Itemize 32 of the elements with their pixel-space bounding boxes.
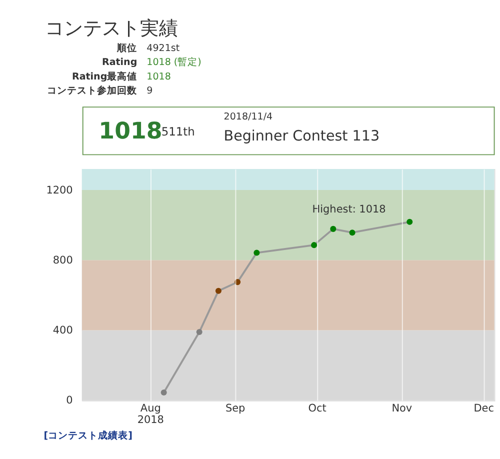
text: コンテスト参加回数: [47, 84, 138, 97]
x-tick-label: Oct: [308, 402, 326, 414]
point: [406, 218, 413, 225]
chart-title: コンテスト実績: [44, 18, 178, 40]
annotation: Highest: 1018: [312, 203, 386, 216]
point: [349, 230, 356, 236]
point: [196, 329, 202, 336]
text: 511th: [161, 124, 195, 139]
text: [コンテスト成績表]: [44, 430, 133, 442]
x-tick-label: Sep: [225, 402, 246, 414]
y-tick-label: 400: [52, 324, 73, 337]
point: [215, 288, 222, 294]
text: 9: [146, 86, 153, 97]
point: [160, 390, 167, 396]
text: Beginner Contest 113: [224, 128, 380, 144]
point: [330, 226, 336, 232]
x-tick-label: Aug 2018: [137, 402, 164, 426]
text: 1018: [146, 71, 171, 82]
text: 1018: [98, 118, 162, 144]
point: [311, 242, 318, 248]
text: 1018 (暫定): [146, 56, 202, 68]
y-tick-label: 800: [52, 254, 73, 266]
x-tick-label: Nov: [392, 402, 412, 414]
y-tick-label: 0: [66, 394, 73, 407]
text: 2018/11/4: [224, 111, 273, 122]
point: [254, 250, 260, 256]
y-tick-label: 1200: [46, 184, 73, 196]
text: Rating: [102, 57, 138, 68]
text: Rating最高値: [72, 70, 138, 82]
text: 順位: [116, 42, 138, 54]
x-tick-label: Dec: [474, 402, 494, 414]
text: 4921st: [146, 42, 180, 54]
